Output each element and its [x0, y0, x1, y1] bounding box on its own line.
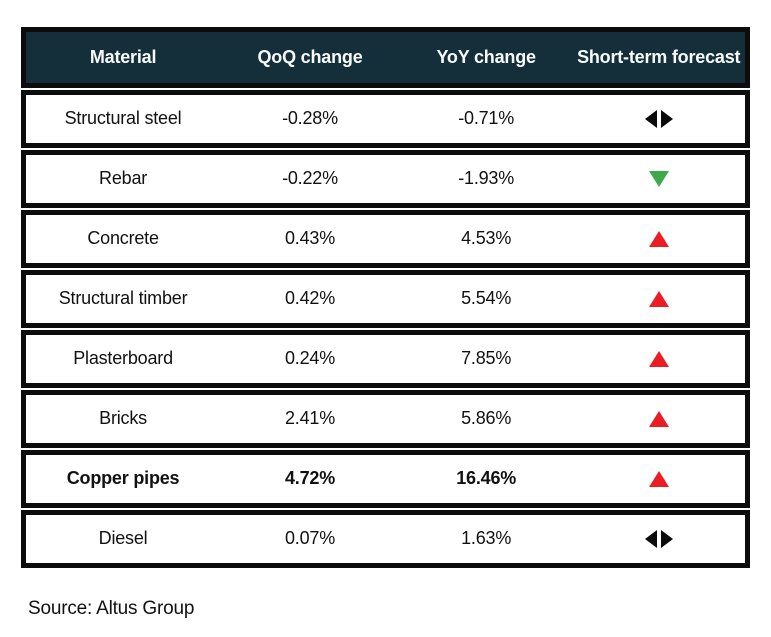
qoq-value: 0.07%: [284, 528, 336, 549]
header-qoq-change: QoQ change: [257, 46, 363, 67]
material-name: Plasterboard: [73, 348, 173, 369]
left-right-triangles-icon: [644, 109, 674, 129]
material-name: Structural steel: [64, 108, 182, 129]
yoy-value: 1.63%: [461, 528, 512, 549]
table-row: Bricks 2.41% 5.86%: [21, 390, 750, 448]
yoy-value: -0.71%: [458, 108, 515, 129]
table-row: Rebar -0.22% -1.93%: [21, 150, 750, 208]
qoq-value: 0.24%: [284, 348, 336, 369]
yoy-value: 5.86%: [461, 408, 512, 429]
down-triangle-icon: [648, 170, 670, 188]
material-name: Concrete: [87, 228, 159, 249]
header-yoy-change: YoY change: [436, 46, 536, 67]
up-triangle-icon: [648, 410, 670, 428]
table-row: Copper pipes 4.72% 16.46%: [21, 450, 750, 508]
up-triangle-icon: [648, 230, 670, 248]
yoy-value: 7.85%: [461, 348, 512, 369]
up-triangle-icon: [648, 470, 670, 488]
material-name: Structural timber: [58, 288, 188, 309]
table-row: Structural timber 0.42% 5.54%: [21, 270, 750, 328]
yoy-value: -1.93%: [458, 168, 515, 189]
source-caption: Source: Altus Group: [28, 598, 195, 619]
table-header-row: Material QoQ change YoY change Short-ter…: [21, 27, 750, 88]
table-row: Diesel 0.07% 1.63%: [21, 510, 750, 568]
qoq-value: 0.43%: [284, 228, 336, 249]
left-right-triangles-icon: [644, 529, 674, 549]
yoy-value: 16.46%: [456, 468, 517, 489]
qoq-value: 4.72%: [284, 468, 336, 489]
table-row: Plasterboard 0.24% 7.85%: [21, 330, 750, 388]
yoy-value: 5.54%: [461, 288, 512, 309]
up-triangle-icon: [648, 290, 670, 308]
header-short-term-forecast: Short-term forecast: [577, 46, 741, 67]
material-price-table: Material QoQ change YoY change Short-ter…: [21, 27, 750, 568]
table-row: Structural steel -0.28% -0.71%: [21, 90, 750, 148]
material-name: Copper pipes: [66, 468, 180, 489]
header-material: Material: [89, 46, 157, 67]
qoq-value: 2.41%: [284, 408, 336, 429]
qoq-value: -0.22%: [282, 168, 338, 189]
material-name: Bricks: [99, 408, 147, 429]
material-name: Diesel: [98, 528, 148, 549]
qoq-value: -0.28%: [282, 108, 338, 129]
yoy-value: 4.53%: [461, 228, 512, 249]
qoq-value: 0.42%: [284, 288, 336, 309]
material-name: Rebar: [99, 168, 148, 189]
up-triangle-icon: [648, 350, 670, 368]
table-row: Concrete 0.43% 4.53%: [21, 210, 750, 268]
